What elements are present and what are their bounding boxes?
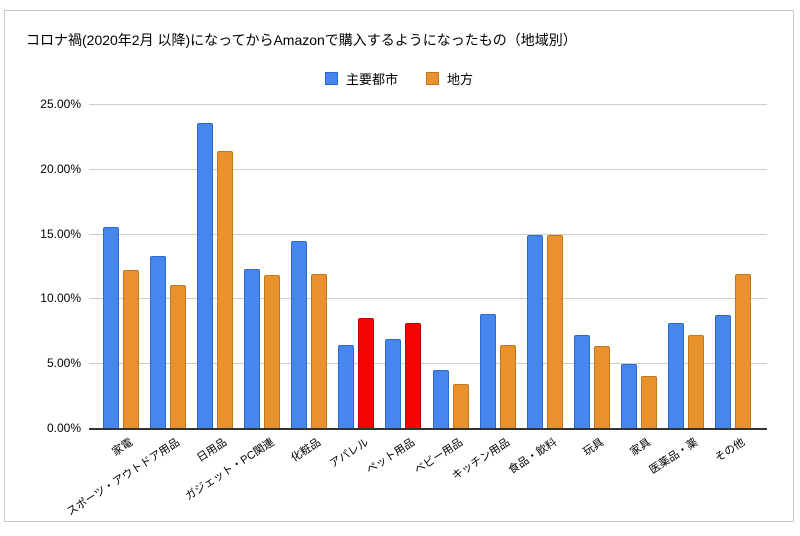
legend: 主要都市 地方 — [5, 69, 793, 88]
gridline-15 — [89, 233, 767, 235]
x-axis-label: その他 — [713, 436, 748, 465]
legend-item-major-cities: 主要都市 — [324, 69, 398, 88]
x-axis-label: 食品・飲料 — [506, 436, 560, 477]
bar-series0-11 — [621, 364, 638, 428]
bar-series0-0 — [102, 227, 119, 428]
y-axis-label: 25.00% — [40, 97, 81, 111]
bar-series0-2 — [196, 123, 213, 428]
x-axis-line — [89, 428, 767, 430]
bar-series1-0 — [122, 269, 139, 428]
bar-series0-12 — [668, 323, 685, 428]
bar-series0-9 — [526, 234, 543, 428]
x-axis-label: ペット用品 — [364, 436, 418, 477]
gridline-5 — [89, 363, 767, 365]
bar-series1-7 — [452, 383, 469, 428]
bar-series0-7 — [432, 369, 449, 428]
bar-series1-8 — [499, 345, 516, 428]
bar-series0-6 — [385, 338, 402, 428]
bar-series0-3 — [243, 268, 260, 428]
bar-series0-1 — [149, 255, 166, 428]
bar-series1-5 — [358, 317, 375, 428]
bar-series0-5 — [338, 345, 355, 428]
gridline-20 — [89, 168, 767, 170]
bar-series0-8 — [479, 313, 496, 428]
bar-series1-9 — [546, 234, 563, 428]
bar-series1-6 — [405, 323, 422, 428]
legend-item-regional: 地方 — [426, 69, 473, 88]
gridline-25 — [89, 104, 767, 105]
y-axis-label: 0.00% — [46, 421, 81, 435]
bar-series1-4 — [311, 273, 328, 428]
bar-series1-10 — [593, 346, 610, 428]
x-axis-label: 化粧品 — [289, 436, 324, 465]
plot-area: 0.00% 5.00% 10.00% 15.00% 20.00% 25.00% 家電 スポーツ… — [5, 11, 793, 521]
bar-series1-11 — [641, 376, 658, 428]
bar-series1-2 — [216, 150, 233, 428]
y-axis-label: 15.00% — [40, 226, 81, 241]
x-axis-label: ガジェット・PC関連 — [183, 436, 277, 503]
gridline-10 — [89, 298, 767, 300]
bar-series1-13 — [735, 273, 752, 428]
bar-series0-10 — [573, 334, 590, 428]
bar-series1-3 — [263, 275, 280, 428]
chart-frame: コロナ禍(2020年2月 以降)になってからAmazonで購入するようになったも… — [4, 10, 794, 522]
chart-title: コロナ禍(2020年2月 以降)になってからAmazonで購入するようになったも… — [26, 32, 577, 48]
bar-series1-1 — [169, 285, 186, 428]
y-axis-label: 20.00% — [40, 161, 81, 176]
bar-series0-13 — [715, 315, 732, 428]
x-axis-label: 日用品 — [194, 436, 230, 465]
legend-label-major-cities: 主要都市 — [345, 72, 398, 87]
y-axis-label: 10.00% — [40, 291, 81, 306]
bar-series0-4 — [291, 241, 308, 428]
x-axis-label: 医薬品・薬 — [647, 436, 701, 477]
x-axis-label: 家電 — [109, 436, 135, 459]
legend-swatch-major-cities — [324, 72, 338, 85]
y-axis-label: 5.00% — [46, 356, 81, 371]
x-axis-label: 玩具 — [581, 436, 607, 459]
bar-series1-12 — [688, 334, 705, 428]
legend-label-regional: 地方 — [447, 72, 474, 87]
x-axis-label: 家具 — [628, 436, 654, 459]
legend-swatch-regional — [426, 72, 439, 85]
